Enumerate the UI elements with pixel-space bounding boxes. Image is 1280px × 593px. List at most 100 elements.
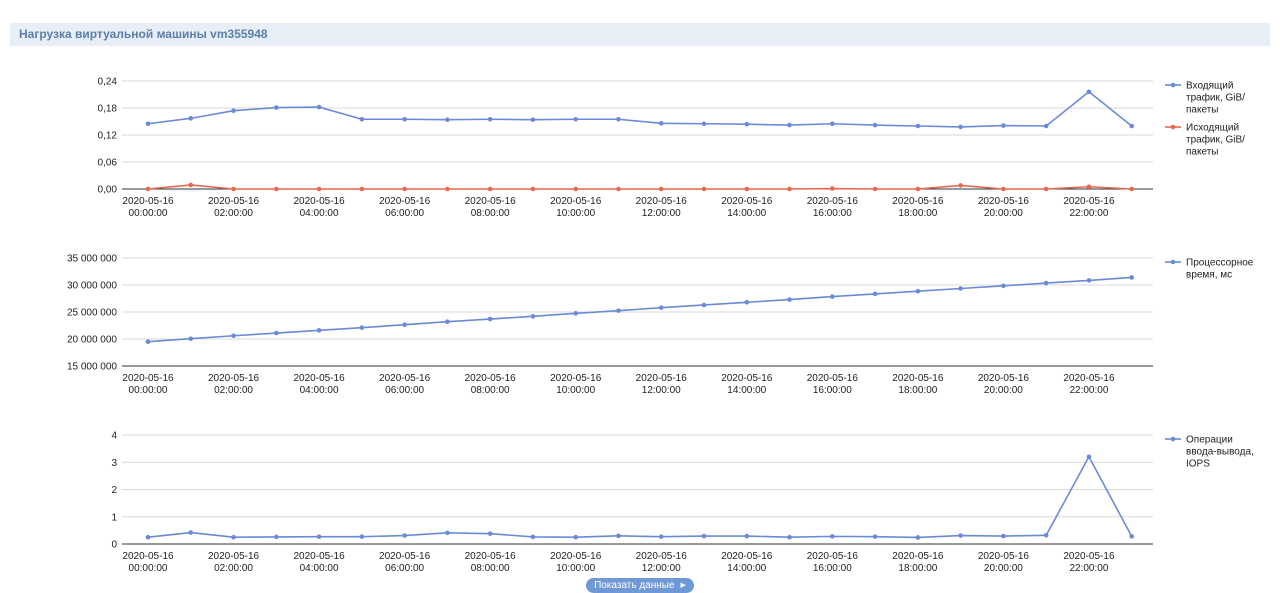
traffic-x-tick-date: 2020-05-16 [807, 196, 859, 207]
iops-x-tick-date: 2020-05-16 [379, 551, 431, 562]
traffic-data-point [1043, 186, 1049, 192]
cpu-time-data-point [188, 336, 194, 342]
iops-x-tick-date: 2020-05-16 [721, 551, 773, 562]
traffic-data-point [701, 121, 707, 127]
iops-data-point [872, 534, 878, 539]
cpu-time-data-point [658, 305, 664, 310]
iops-data-point [658, 534, 664, 539]
traffic-data-point [145, 186, 151, 192]
traffic-x-tick-date: 2020-05-16 [892, 196, 944, 207]
cpu-time-x-tick-date: 2020-05-16 [122, 373, 174, 384]
iops-data-point [445, 530, 450, 536]
cpu-time-data-point [445, 319, 450, 325]
iops-x-tick-time: 12:00:00 [642, 563, 681, 574]
cpu-time-data-point [1043, 280, 1049, 286]
traffic-x-tick-time: 04:00:00 [300, 208, 339, 219]
traffic-chart: 0,000,060,120,180,242020-05-1600:00:0020… [98, 77, 1246, 220]
cpu-time-x-tick-time: 12:00:00 [642, 385, 681, 396]
traffic-data-point [744, 121, 750, 127]
traffic-series-line [147, 184, 1132, 190]
traffic-x-tick-date: 2020-05-16 [208, 196, 260, 207]
cpu-time-data-point [274, 330, 279, 336]
cpu-time-data-point [616, 308, 621, 313]
chevron-right-icon: ▶ [680, 582, 686, 589]
iops-x-tick-date: 2020-05-16 [807, 551, 859, 562]
iops-data-point [145, 534, 151, 540]
traffic-x-tick-time: 00:00:00 [129, 208, 168, 219]
cpu-time-y-tick-label: 15 000 000 [67, 362, 117, 373]
show-data-button[interactable]: Показать данные ▶ [586, 578, 694, 593]
traffic-x-tick-time: 14:00:00 [727, 208, 766, 219]
iops-data-point [616, 533, 621, 539]
cpu-time-data-point [487, 316, 493, 322]
traffic-y-tick-label: 0,24 [98, 77, 118, 88]
traffic-legend-label: Исходящий [1186, 123, 1239, 134]
iops-y-tick-label: 2 [111, 485, 117, 496]
cpu-time-data-point [787, 297, 792, 302]
cpu-time-x-tick-time: 20:00:00 [984, 385, 1023, 396]
iops-x-tick-time: 10:00:00 [556, 563, 595, 574]
traffic-x-tick-time: 10:00:00 [556, 208, 595, 219]
iops-data-point [1043, 532, 1049, 538]
traffic-data-point [402, 116, 407, 122]
traffic-data-point [872, 122, 878, 128]
traffic-y-tick-label: 0,18 [98, 104, 118, 115]
traffic-data-point [1086, 184, 1092, 190]
page-header: Нагрузка виртуальной машины vm355948 [10, 23, 1270, 46]
traffic-data-point [530, 186, 536, 192]
iops-data-point [402, 533, 407, 538]
cpu-time-data-point [872, 291, 878, 297]
traffic-legend-label: Входящий [1186, 81, 1233, 92]
cpu-time-data-point [530, 314, 536, 319]
iops-x-tick-time: 00:00:00 [129, 563, 168, 574]
cpu-time-x-tick-time: 00:00:00 [129, 385, 168, 396]
cpu-time-y-tick-label: 30 000 000 [67, 281, 117, 292]
cpu-time-x-tick-time: 02:00:00 [214, 385, 253, 396]
iops-x-tick-date: 2020-05-16 [122, 551, 174, 562]
cpu-time-data-point [1129, 275, 1135, 280]
traffic-data-point [915, 186, 921, 192]
traffic-data-point [1129, 123, 1135, 129]
traffic-y-tick-label: 0,06 [98, 158, 118, 169]
traffic-data-point [1001, 186, 1006, 192]
traffic-legend-label: трафик, GiB/ [1186, 134, 1245, 146]
iops-x-tick-time: 16:00:00 [813, 563, 852, 574]
traffic-x-tick-date: 2020-05-16 [294, 196, 346, 207]
iops-y-tick-label: 4 [111, 431, 117, 442]
traffic-data-point [744, 186, 750, 192]
iops-legend-label: ввода-вывода, [1186, 447, 1254, 458]
iops-x-tick-time: 22:00:00 [1069, 563, 1108, 574]
page-title: Нагрузка виртуальной машины vm355948 [19, 27, 268, 41]
iops-data-point [231, 534, 236, 540]
cpu-time-x-tick-time: 18:00:00 [898, 385, 937, 396]
iops-y-tick-label: 1 [111, 512, 117, 523]
iops-x-tick-date: 2020-05-16 [1063, 551, 1115, 562]
traffic-data-point [145, 121, 151, 127]
traffic-x-tick-date: 2020-05-16 [978, 196, 1030, 207]
cpu-time-x-tick-date: 2020-05-16 [294, 373, 346, 384]
iops-legend-label: IOPS [1186, 459, 1210, 470]
traffic-data-point [359, 186, 365, 192]
iops-data-point [487, 531, 493, 536]
traffic-legend-marker [1170, 82, 1176, 88]
iops-data-point [316, 534, 322, 539]
traffic-x-tick-date: 2020-05-16 [465, 196, 517, 207]
traffic-x-tick-time: 06:00:00 [385, 208, 424, 219]
traffic-data-point [359, 116, 365, 122]
iops-data-point [274, 534, 279, 540]
cpu-time-x-tick-time: 10:00:00 [556, 385, 595, 396]
traffic-x-tick-time: 08:00:00 [471, 208, 510, 219]
cpu-time-y-tick-label: 25 000 000 [67, 308, 117, 319]
cpu-time-x-tick-time: 04:00:00 [300, 385, 339, 396]
traffic-legend-label: пакеты [1186, 105, 1218, 116]
traffic-data-point [487, 116, 493, 122]
iops-data-point [359, 534, 365, 539]
cpu-time-x-tick-date: 2020-05-16 [807, 373, 859, 384]
traffic-x-tick-date: 2020-05-16 [636, 196, 688, 207]
iops-x-tick-date: 2020-05-16 [208, 551, 260, 562]
traffic-data-point [830, 186, 835, 191]
iops-x-tick-time: 14:00:00 [727, 563, 766, 574]
iops-data-point [701, 533, 707, 539]
cpu-time-x-tick-time: 22:00:00 [1069, 385, 1108, 396]
iops-x-tick-date: 2020-05-16 [978, 551, 1030, 562]
